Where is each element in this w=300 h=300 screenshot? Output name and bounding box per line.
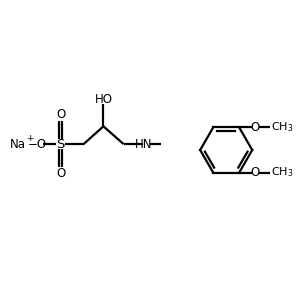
Text: O: O <box>56 108 65 121</box>
Text: O: O <box>250 166 260 179</box>
Text: CH$_3$: CH$_3$ <box>271 121 294 134</box>
Text: CH$_3$: CH$_3$ <box>271 166 294 179</box>
Text: −O: −O <box>27 138 46 151</box>
Text: +: + <box>26 134 33 143</box>
Text: O: O <box>56 167 65 180</box>
Text: HO: HO <box>94 93 112 106</box>
Text: O: O <box>250 121 260 134</box>
Text: S: S <box>56 138 65 151</box>
Text: Na: Na <box>10 138 26 151</box>
Text: HN: HN <box>135 138 152 151</box>
